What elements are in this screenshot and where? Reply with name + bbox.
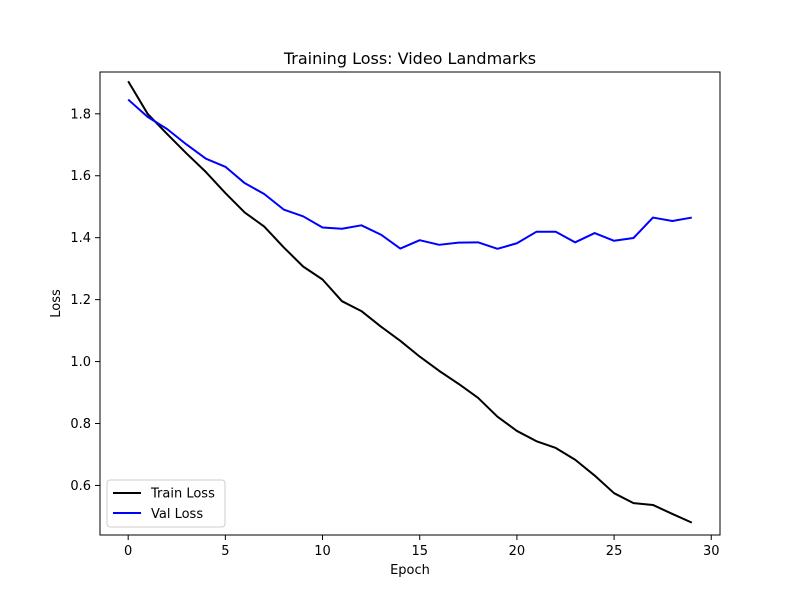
tick-layer: 0 5 10 15 20 25 30 0.6 0.8 1.0 1.2 1.4 1.6 1.8 [70,107,719,559]
series-line-val-loss [127,98,692,250]
series-layer [127,80,693,524]
chart-title: Training Loss: Video Landmarks [283,49,536,68]
x-tick-label: 30 [703,544,720,559]
legend: Train Loss Val Loss [106,479,226,528]
y-tick-label: 1.0 [70,355,91,370]
y-tick-label: 1.2 [70,293,91,308]
plot-frame [99,71,721,536]
x-tick-label: 10 [314,544,331,559]
y-tick-label: 1.8 [70,107,91,122]
y-tick-label: 1.6 [70,169,91,184]
y-tick-label: 0.8 [70,417,91,432]
x-axis-label: Epoch [390,563,430,578]
y-tick-label: 1.4 [70,231,91,246]
legend-frame [106,479,226,528]
series-line-train-loss [127,80,693,524]
x-tick-label: 0 [124,544,132,559]
x-tick-label: 20 [509,544,526,559]
x-tick-label: 25 [606,544,623,559]
y-axis-label: Loss [49,289,64,318]
legend-label-train-loss: Train Loss [150,487,215,502]
x-tick-label: 5 [221,544,229,559]
legend-label-val-loss: Val Loss [151,507,203,522]
x-tick-label: 15 [411,544,428,559]
y-tick-label: 0.6 [70,479,91,494]
